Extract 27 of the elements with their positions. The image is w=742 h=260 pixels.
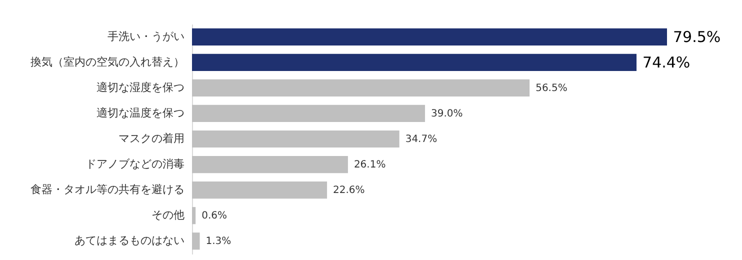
- bar: [192, 54, 637, 71]
- y-tick-label: マスクの着用: [118, 132, 184, 145]
- bar: [192, 104, 426, 122]
- y-tick-label: 換気（室内の空気の入れ替え）: [30, 55, 184, 68]
- data-label: 34.7%: [405, 134, 438, 145]
- data-label: 1.3%: [206, 236, 232, 248]
- bar: [192, 182, 328, 199]
- bar: [192, 28, 667, 46]
- bar: [192, 207, 196, 224]
- data-label: 22.6%: [333, 185, 365, 196]
- data-label: 74.4%: [642, 53, 690, 72]
- y-tick-label: 適切な湿度を保つ: [96, 80, 184, 94]
- data-label: 39.0%: [431, 108, 463, 120]
- y-tick-label: ドアノブなどの消毒: [86, 158, 184, 171]
- bar: [192, 156, 348, 174]
- y-tick-label: 手洗い・うがい: [108, 30, 184, 43]
- data-label: 26.1%: [354, 160, 386, 171]
- y-tick-label: 適切な温度を保つ: [96, 106, 184, 120]
- data-label: 0.6%: [202, 210, 227, 222]
- y-tick-label: その他: [152, 208, 184, 222]
- data-label: 79.5%: [673, 28, 721, 46]
- y-tick-label: あてはまるものはない: [74, 234, 184, 248]
- data-label: 56.5%: [536, 82, 568, 94]
- bar: [192, 130, 400, 148]
- bar: [192, 232, 200, 250]
- y-tick-label: 食器・タオル等の共有を避ける: [30, 183, 184, 196]
- bar: [192, 79, 530, 96]
